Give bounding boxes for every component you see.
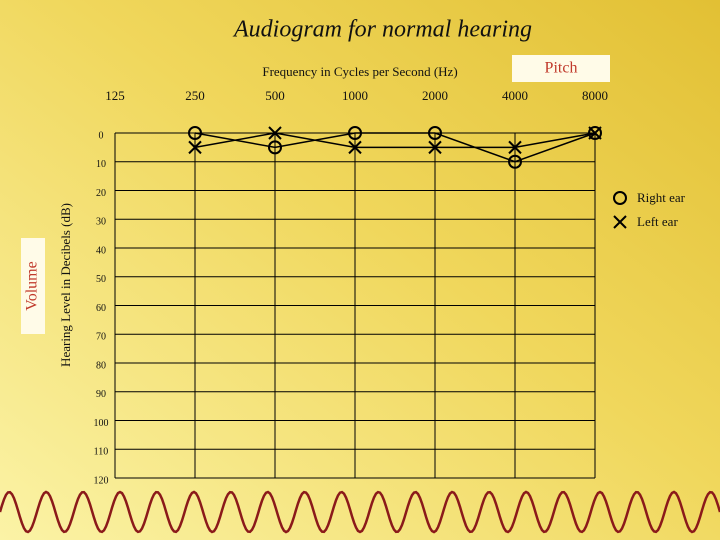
wave-line [0, 490, 720, 534]
marker [268, 140, 282, 155]
y-tick-label: 100 [94, 418, 109, 429]
x-tick-label: 125 [105, 88, 125, 103]
x-tick-label: 4000 [502, 88, 528, 103]
legend-marker [613, 191, 627, 205]
volume-box [21, 238, 45, 334]
marker [188, 126, 202, 140]
series-line [194, 132, 596, 149]
marker [428, 126, 442, 140]
x-axis-label: Frequency in Cycles per Second (Hz) [262, 64, 457, 79]
marker [508, 154, 522, 169]
x-tick-label: 8000 [582, 88, 608, 103]
y-tick-label: 70 [96, 332, 106, 343]
legend-label: Left ear [637, 214, 678, 229]
x-tick-label: 1000 [342, 88, 368, 103]
series-line [194, 132, 596, 163]
y-axis-label: Hearing Level in Decibels (dB) [58, 203, 73, 367]
y-tick-label: 90 [96, 389, 106, 400]
marker [348, 126, 362, 140]
y-annotation: Volume [24, 261, 41, 310]
y-tick-label: 120 [94, 475, 109, 486]
y-tick-label: 40 [96, 245, 106, 256]
legend-marker [613, 215, 627, 229]
x-annotation: Pitch [545, 60, 578, 77]
marker [588, 126, 602, 140]
y-tick-label: 0 [99, 130, 104, 141]
y-tick-label: 20 [96, 188, 106, 199]
marker [588, 126, 602, 140]
marker [428, 140, 442, 155]
chart-title: Audiogram for normal hearing [232, 17, 532, 43]
y-tick-label: 10 [96, 159, 106, 170]
marker [508, 140, 522, 155]
y-tick-label: 30 [96, 217, 106, 228]
y-tick-label: 60 [96, 303, 106, 314]
pitch-box [512, 55, 610, 82]
marker [348, 140, 362, 155]
y-tick-label: 50 [96, 274, 106, 285]
x-tick-label: 250 [185, 88, 205, 103]
y-tick-label: 80 [96, 360, 106, 371]
marker [188, 140, 202, 155]
decorative-wave [0, 490, 720, 534]
x-tick-label: 2000 [422, 88, 448, 103]
y-tick-label: 110 [94, 447, 109, 458]
marker [268, 126, 282, 140]
legend-label: Right ear [637, 190, 686, 205]
x-tick-label: 500 [265, 88, 285, 103]
